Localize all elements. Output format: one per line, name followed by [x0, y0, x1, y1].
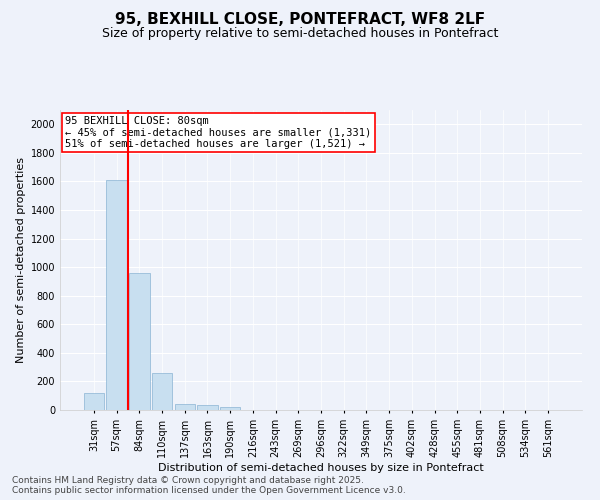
- Bar: [84, 393, 104, 410]
- Text: Contains HM Land Registry data © Crown copyright and database right 2025.
Contai: Contains HM Land Registry data © Crown c…: [12, 476, 406, 495]
- Text: Size of property relative to semi-detached houses in Pontefract: Size of property relative to semi-detach…: [102, 28, 498, 40]
- X-axis label: Distribution of semi-detached houses by size in Pontefract: Distribution of semi-detached houses by …: [158, 462, 484, 472]
- Bar: [129, 273, 149, 410]
- Bar: [106, 180, 127, 410]
- Bar: [175, 404, 195, 410]
- Text: 95, BEXHILL CLOSE, PONTEFRACT, WF8 2LF: 95, BEXHILL CLOSE, PONTEFRACT, WF8 2LF: [115, 12, 485, 28]
- Text: 95 BEXHILL CLOSE: 80sqm
← 45% of semi-detached houses are smaller (1,331)
51% of: 95 BEXHILL CLOSE: 80sqm ← 45% of semi-de…: [65, 116, 371, 149]
- Bar: [152, 373, 172, 410]
- Bar: [220, 407, 241, 410]
- Bar: [197, 405, 218, 410]
- Y-axis label: Number of semi-detached properties: Number of semi-detached properties: [16, 157, 26, 363]
